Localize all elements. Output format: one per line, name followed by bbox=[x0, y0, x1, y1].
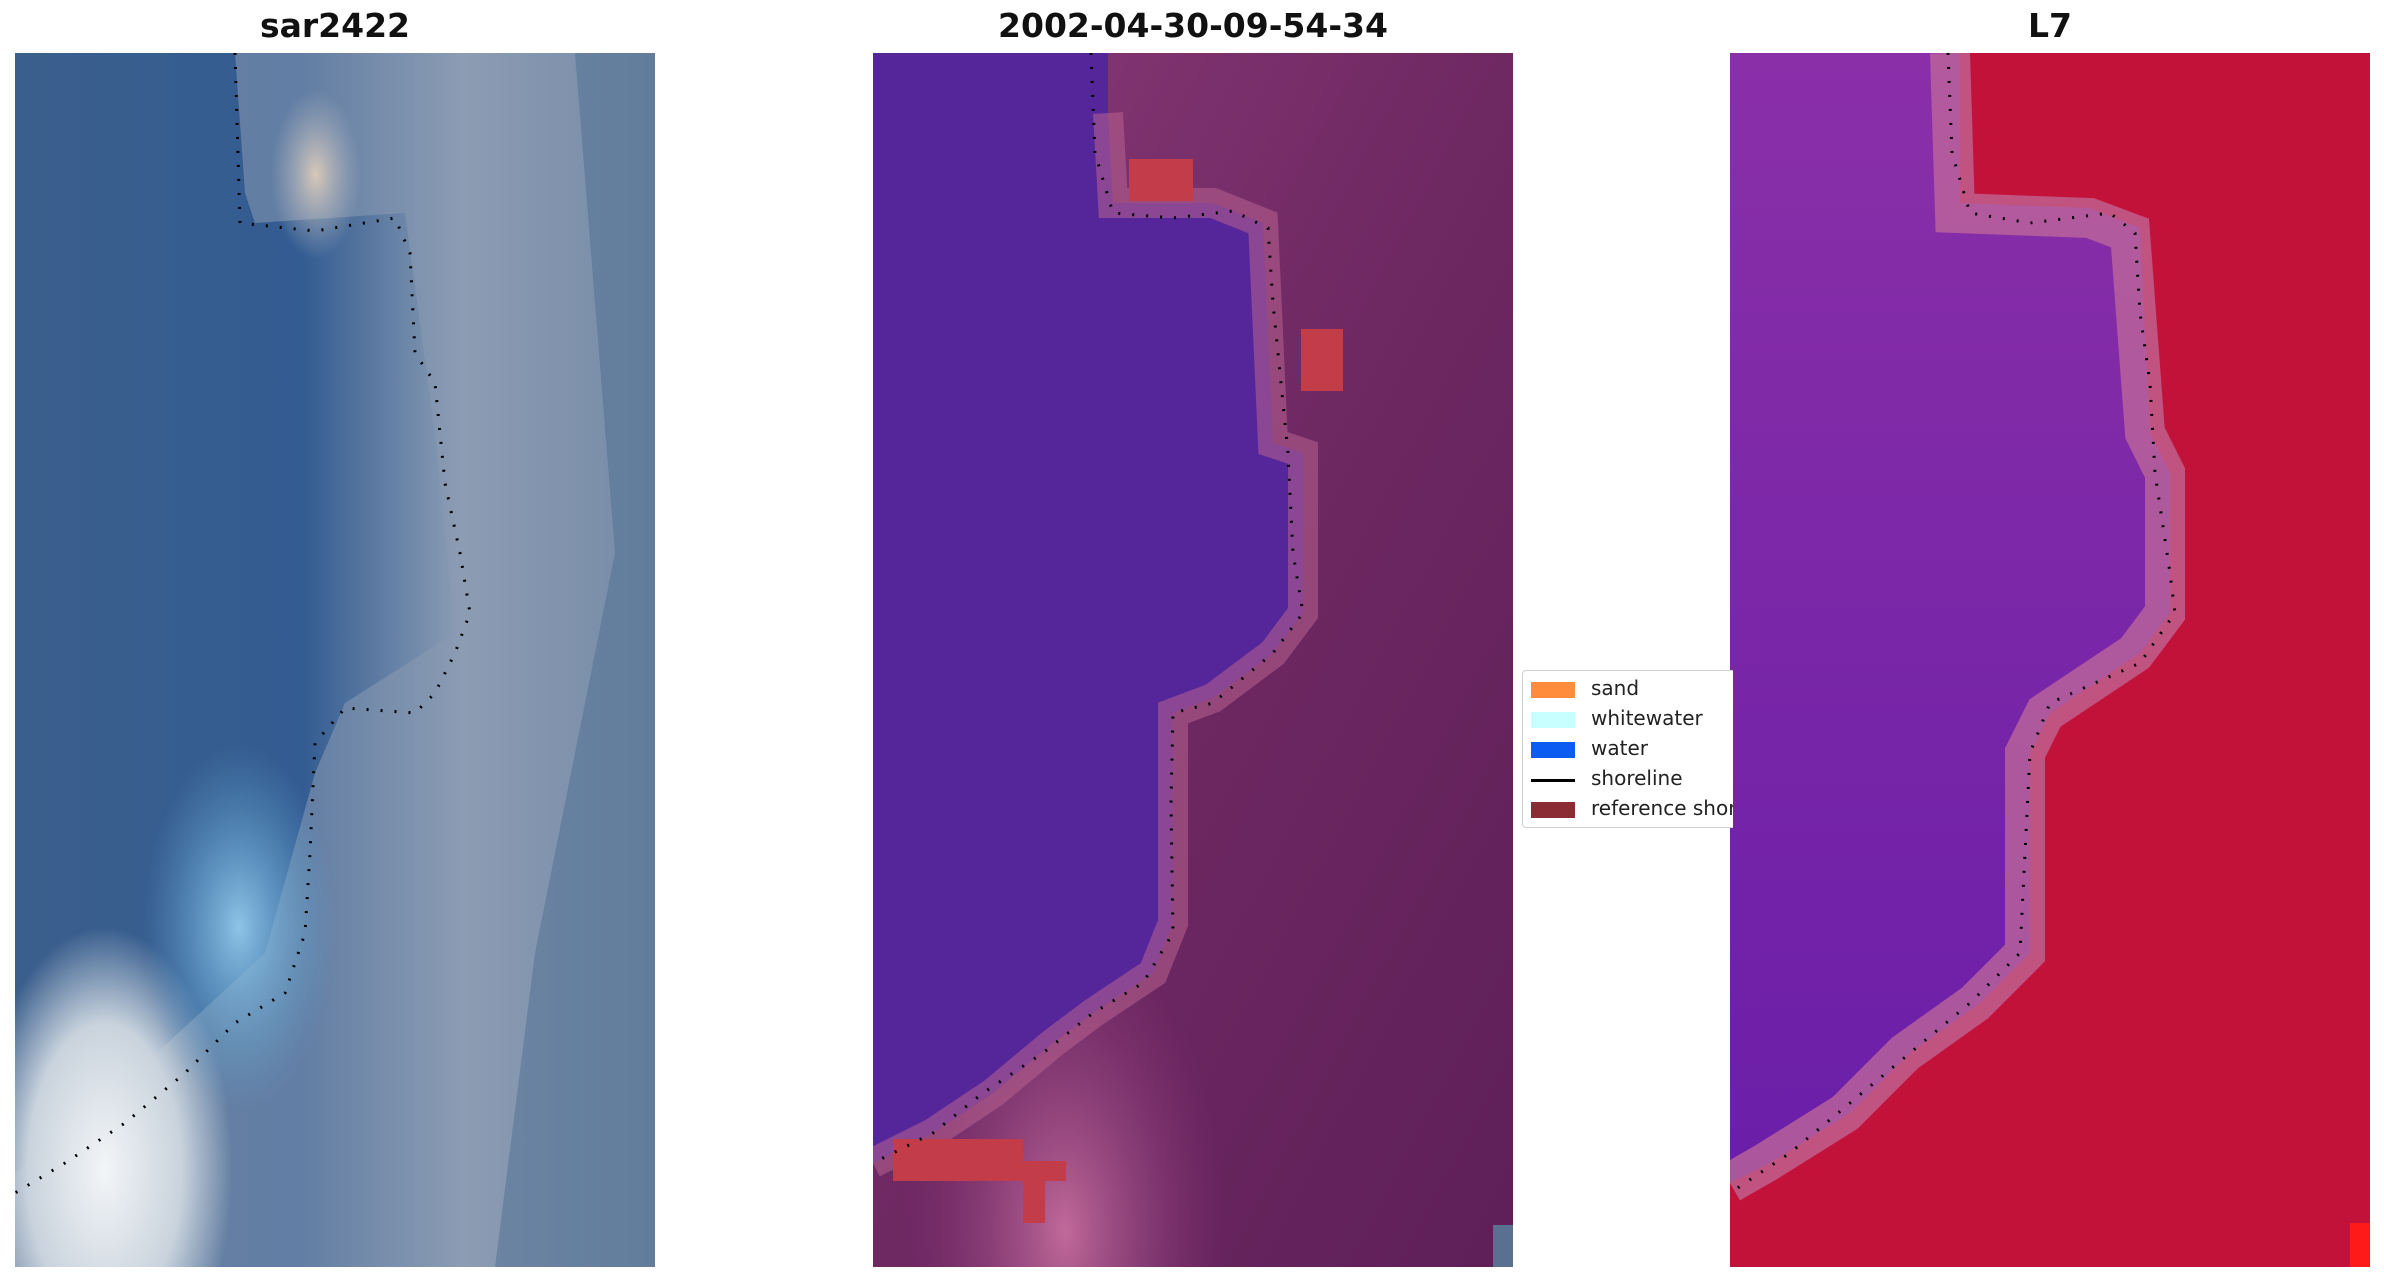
legend-item-shoreline: shoreline bbox=[1523, 763, 1733, 793]
reference-shoreline-patch bbox=[893, 1139, 1066, 1223]
rgb-image-panel bbox=[15, 53, 655, 1267]
legend-label: shoreline bbox=[1591, 766, 1683, 790]
shoreline-dots-classified bbox=[873, 53, 1305, 1165]
index-image-panel bbox=[1730, 53, 2370, 1267]
shoreline-dots-rgb bbox=[15, 53, 472, 1195]
panel-title-rgb: sar2422 bbox=[259, 6, 411, 45]
rgb-image bbox=[15, 53, 655, 1267]
reference-shoreline-patch bbox=[1129, 159, 1193, 201]
sand-swatch bbox=[1531, 682, 1575, 698]
water-swatch bbox=[1531, 742, 1575, 758]
classified-image bbox=[873, 53, 1513, 1267]
legend-label: sand bbox=[1591, 676, 1640, 700]
legend-item-reference-shoreline: reference shoreline bbox=[1523, 793, 1733, 823]
whitewater-swatch bbox=[1531, 712, 1575, 728]
reference-shoreline-swatch bbox=[1531, 802, 1575, 818]
index-image bbox=[1730, 53, 2370, 1267]
reference-shoreline-patch bbox=[1301, 329, 1343, 391]
shoreline-dots-index bbox=[1730, 53, 2177, 1195]
legend: sand whitewater water shoreline referenc… bbox=[1522, 670, 1733, 828]
legend-item-water: water bbox=[1523, 733, 1733, 763]
panel-title-classified: 2002-04-30-09-54-34 bbox=[998, 6, 1388, 45]
classified-image-panel bbox=[873, 53, 1513, 1267]
legend-item-whitewater: whitewater bbox=[1523, 703, 1733, 733]
legend-item-sand: sand bbox=[1523, 673, 1733, 703]
legend-label: whitewater bbox=[1591, 706, 1703, 730]
legend-label: water bbox=[1591, 736, 1648, 760]
shoreline-line-icon bbox=[1531, 779, 1575, 782]
legend-label: reference shoreline bbox=[1591, 796, 1733, 820]
panel-title-index: L7 bbox=[2028, 6, 2072, 45]
